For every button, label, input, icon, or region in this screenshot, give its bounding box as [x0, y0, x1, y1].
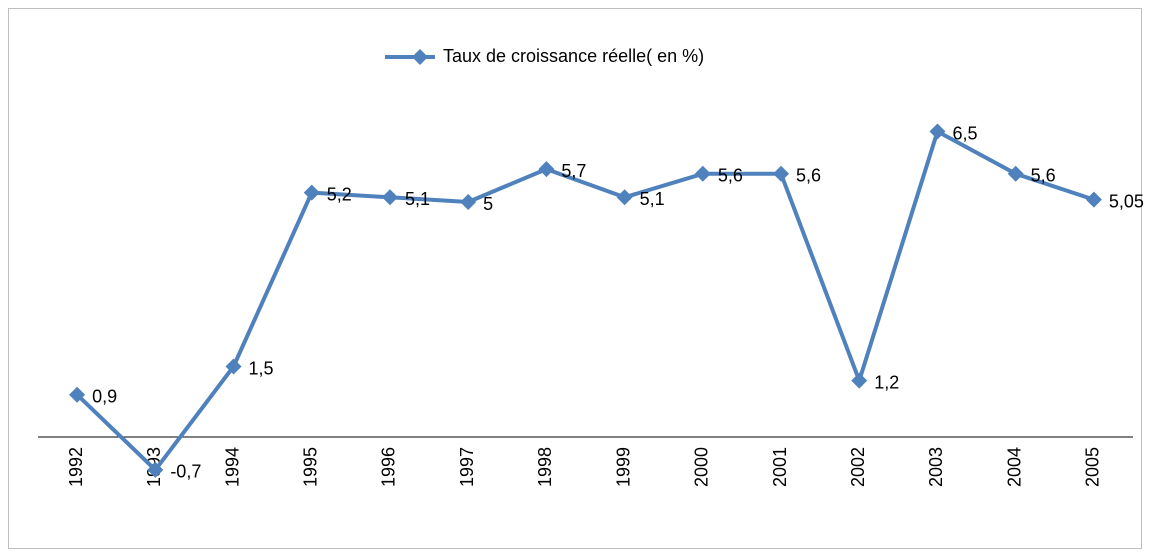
x-tick-label: 2003: [926, 447, 946, 487]
chart-frame: [8, 8, 1142, 549]
x-tick-label: 1996: [379, 447, 399, 487]
data-label: 5,6: [718, 166, 743, 186]
data-label: 1,5: [249, 358, 274, 378]
series-line: [75, 129, 1095, 472]
data-point: [538, 161, 555, 178]
x-tick-label: 1995: [301, 447, 321, 487]
data-point: [851, 372, 868, 389]
x-tick-label: 1994: [222, 447, 242, 487]
data-label: 5,1: [405, 189, 430, 209]
x-tick-label: 1998: [535, 447, 555, 487]
data-label: 5,6: [1031, 166, 1056, 186]
data-point: [1007, 165, 1024, 182]
data-label: 5: [483, 194, 493, 214]
x-tick-label: 2005: [1083, 447, 1103, 487]
x-tick-label: 2000: [692, 447, 712, 487]
data-point: [69, 386, 86, 403]
data-label: 5,2: [327, 184, 352, 204]
data-label: 5,6: [796, 166, 821, 186]
data-point: [616, 189, 633, 206]
data-label: 0,9: [92, 386, 117, 406]
legend-marker: [412, 49, 428, 65]
data-point: [381, 189, 398, 206]
data-point: [460, 194, 477, 210]
x-tick-label: 2004: [1004, 447, 1024, 487]
x-tick-label: 1999: [613, 447, 633, 487]
x-tick-label: 2001: [770, 447, 790, 487]
data-label: -0,7: [170, 462, 201, 482]
data-label: 1,2: [874, 372, 899, 392]
data-point: [773, 165, 790, 182]
data-point: [303, 184, 320, 201]
data-label: 5,7: [561, 161, 586, 181]
data-label: 5,05: [1109, 191, 1144, 211]
x-tick-label: 1997: [457, 447, 477, 487]
data-label: 5,1: [640, 189, 665, 209]
data-point: [147, 461, 164, 478]
data-point: [225, 358, 242, 375]
x-tick-label: 2002: [848, 447, 868, 487]
data-point: [1085, 191, 1102, 208]
data-point: [694, 165, 711, 182]
x-tick-label: 1992: [66, 447, 86, 487]
data-label: 6,5: [952, 123, 977, 143]
legend-label: Taux de croissance réelle( en %): [443, 46, 704, 66]
data-point: [929, 123, 946, 140]
